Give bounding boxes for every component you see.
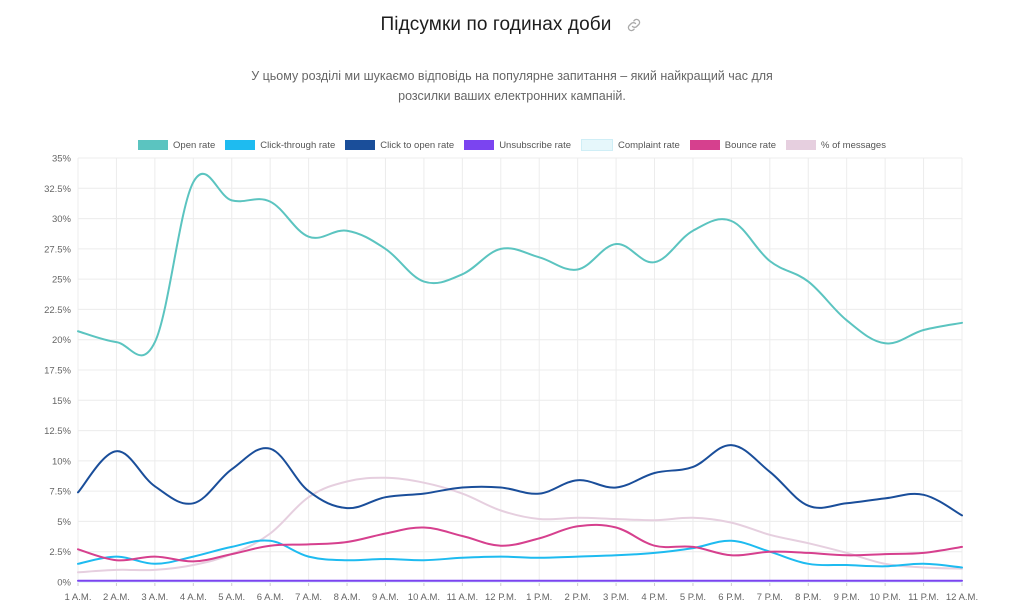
legend-label: % of messages xyxy=(821,139,886,151)
legend-label: Bounce rate xyxy=(724,139,777,151)
series-line-bounce-rate xyxy=(77,523,963,563)
y-tick-label: 35% xyxy=(52,154,72,165)
legend-item-unsubscribe-rate[interactable]: Unsubscribe rate xyxy=(464,139,571,151)
chart-legend: Open rate Click-through rate Click to open… xyxy=(0,139,1024,151)
x-tick-label: 2 A.M. xyxy=(103,592,130,603)
x-tick-label: 8 P.M. xyxy=(795,592,821,603)
y-tick-label: 27.5% xyxy=(44,244,71,255)
legend-item-click-to-open-rate[interactable]: Click to open rate xyxy=(345,139,454,151)
header: Підсумки по годинах доби xyxy=(0,14,1024,36)
x-tick-label: 12 P.M. xyxy=(485,592,517,603)
x-tick-label: 5 P.M. xyxy=(680,592,706,603)
legend-label: Click-through rate xyxy=(260,139,336,151)
y-tick-label: 25% xyxy=(52,275,72,286)
x-tick-label: 11 P.M. xyxy=(908,592,939,603)
legend-label: Open rate xyxy=(173,139,216,151)
y-tick-label: 17.5% xyxy=(44,366,71,377)
x-tick-label: 9 A.M. xyxy=(372,592,399,603)
series-line-click-through-rate xyxy=(77,539,963,569)
x-tick-label: 2 P.M. xyxy=(565,592,591,603)
legend-item-click-through-rate[interactable]: Click-through rate xyxy=(225,139,335,151)
legend-label: Unsubscribe rate xyxy=(499,139,571,151)
x-tick-label: 1 A.M. xyxy=(65,592,92,603)
x-tick-label: 11 A.M. xyxy=(447,592,479,603)
x-tick-label: 10 P.M. xyxy=(869,592,901,603)
legend-label: Complaint rate xyxy=(618,139,680,151)
x-tick-label: 7 P.M. xyxy=(757,592,783,603)
x-tick-label: 9 P.M. xyxy=(834,592,860,603)
y-tick-label: 2.5% xyxy=(49,547,71,558)
x-tick-label: 3 P.M. xyxy=(603,592,629,603)
legend-item-open-rate[interactable]: Open rate xyxy=(138,139,215,151)
y-tick-label: 32.5% xyxy=(44,184,71,195)
y-tick-label: 30% xyxy=(52,214,72,225)
legend-item-bounce-rate[interactable]: Bounce rate xyxy=(689,139,777,151)
subtitle-line-2: розсилки ваших електронних кампаній. xyxy=(398,89,626,103)
page-subtitle: У цьому розділі ми шукаємо відповідь на … xyxy=(212,66,812,106)
y-tick-label: 20% xyxy=(52,335,72,346)
x-tick-label: 6 A.M. xyxy=(257,592,284,603)
legend-item-complaint-rate[interactable]: Complaint rate xyxy=(581,139,680,151)
legend-swatch xyxy=(786,140,817,150)
legend-swatch xyxy=(138,140,169,150)
y-tick-label: 12.5% xyxy=(44,426,71,437)
y-tick-label: 15% xyxy=(52,396,72,407)
x-tick-label: 6 P.M. xyxy=(718,592,744,603)
subtitle-line-1: У цьому розділі ми шукаємо відповідь на … xyxy=(251,69,773,83)
legend-swatch xyxy=(225,140,256,150)
x-tick-label: 5 A.M. xyxy=(218,592,245,603)
title-row: Підсумки по годинах доби xyxy=(381,14,644,36)
x-tick-label: 4 A.M. xyxy=(180,592,207,603)
page-title: Підсумки по годинах доби xyxy=(380,14,612,35)
link-icon[interactable] xyxy=(625,16,643,34)
x-tick-label: 8 A.M. xyxy=(334,592,361,603)
series-line-click-to-open-rate xyxy=(77,444,963,517)
x-tick-label: 3 A.M. xyxy=(141,592,168,603)
legend-label: Click to open rate xyxy=(380,139,455,151)
y-tick-label: 10% xyxy=(52,456,72,467)
legend-swatch xyxy=(345,140,376,150)
y-tick-label: 22.5% xyxy=(44,305,71,316)
legend-swatch xyxy=(689,140,720,150)
legend-swatch xyxy=(581,139,613,151)
y-tick-label: 5% xyxy=(57,517,71,528)
x-tick-label: 4 P.M. xyxy=(641,592,667,603)
y-tick-label: 0% xyxy=(57,578,71,589)
x-tick-label: 1 P.M. xyxy=(526,592,552,603)
legend-swatch xyxy=(464,140,495,150)
y-tick-label: 7.5% xyxy=(49,487,71,498)
x-tick-label: 10 A.M. xyxy=(408,592,440,603)
series-line-open-rate xyxy=(77,172,963,357)
x-tick-label: 12 A.M. xyxy=(946,592,978,603)
legend-item-of-messages[interactable]: % of messages xyxy=(786,139,886,151)
x-tick-label: 7 A.M. xyxy=(295,592,322,603)
